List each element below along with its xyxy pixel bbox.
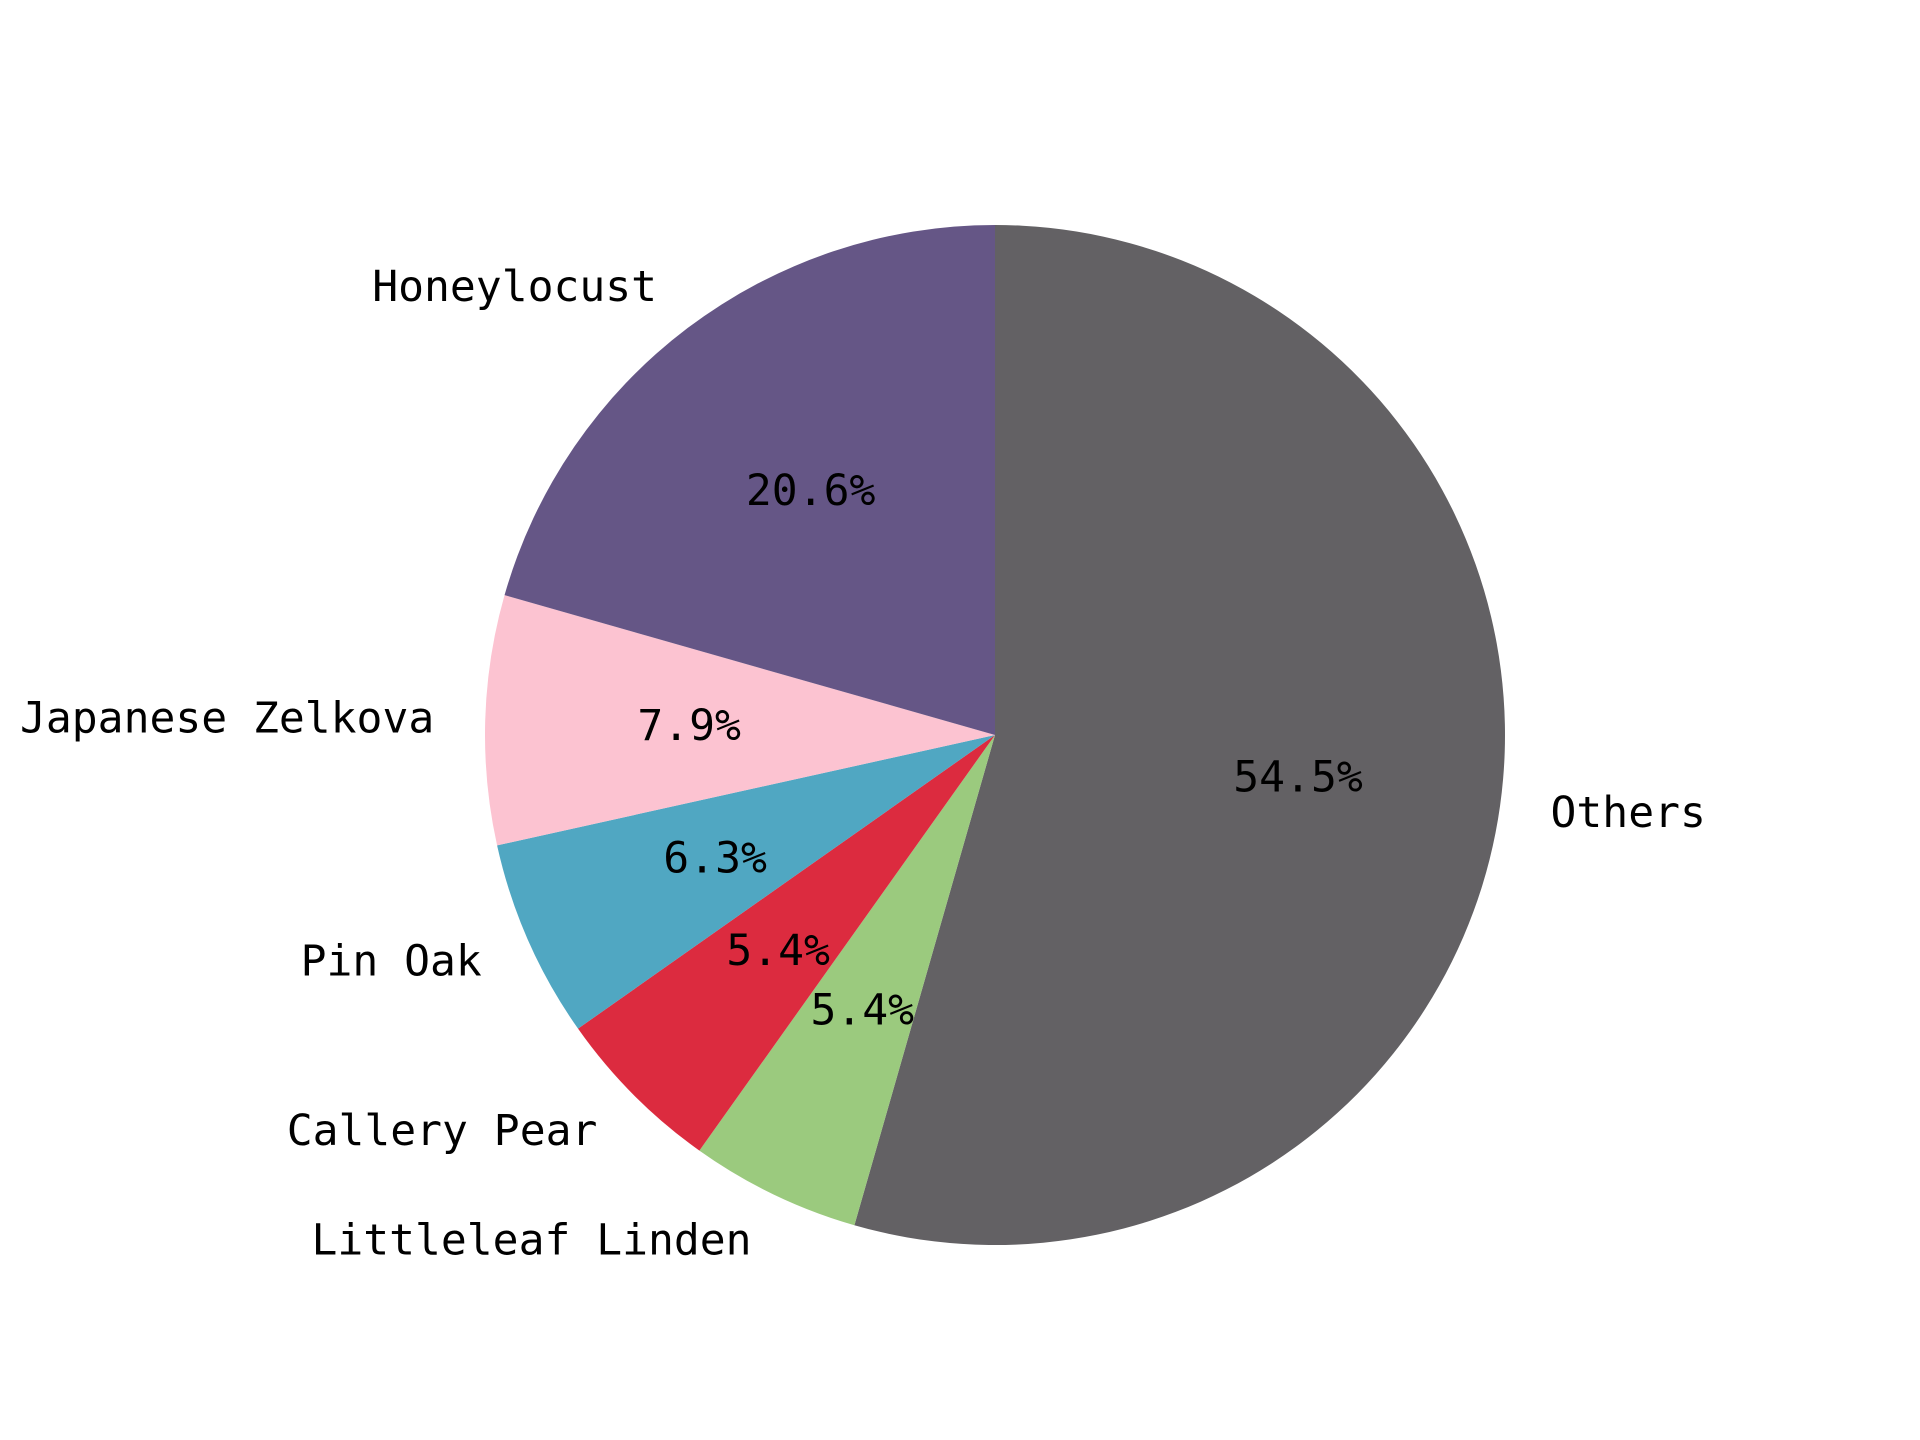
pct-label-pin-oak: 6.3% xyxy=(663,834,767,884)
pie-slice-others xyxy=(854,225,1505,1245)
pct-label-callery-pear: 5.4% xyxy=(726,926,830,976)
pct-label-littleleaf-linden: 5.4% xyxy=(810,986,914,1036)
slice-label-honeylocust: Honeylocust xyxy=(372,262,657,312)
slice-label-japanese-zelkova: Japanese Zelkova xyxy=(20,693,434,743)
pie-slice-callery-pear xyxy=(578,735,995,1151)
slice-label-littleleaf-linden: Littleleaf Linden xyxy=(311,1215,751,1265)
slice-label-pin-oak: Pin Oak xyxy=(301,937,482,987)
slice-label-others: Others xyxy=(1551,788,1706,838)
slices-layer xyxy=(485,225,1505,1245)
pct-label-others: 54.5% xyxy=(1233,753,1363,803)
pct-label-japanese-zelkova: 7.9% xyxy=(637,701,741,751)
pct-label-honeylocust: 20.6% xyxy=(746,466,876,516)
pie-slice-littleleaf-linden xyxy=(699,735,995,1226)
labels-layer: 54.5% Others 5.4% Littleleaf Linden 5.4% Call… xyxy=(20,262,1706,1265)
pie-slice-pin-oak xyxy=(497,735,995,1029)
slice-label-callery-pear: Callery Pear xyxy=(287,1106,598,1156)
pie-slice-japanese-zelkova xyxy=(485,595,995,846)
pie-slice-honeylocust xyxy=(504,225,995,735)
